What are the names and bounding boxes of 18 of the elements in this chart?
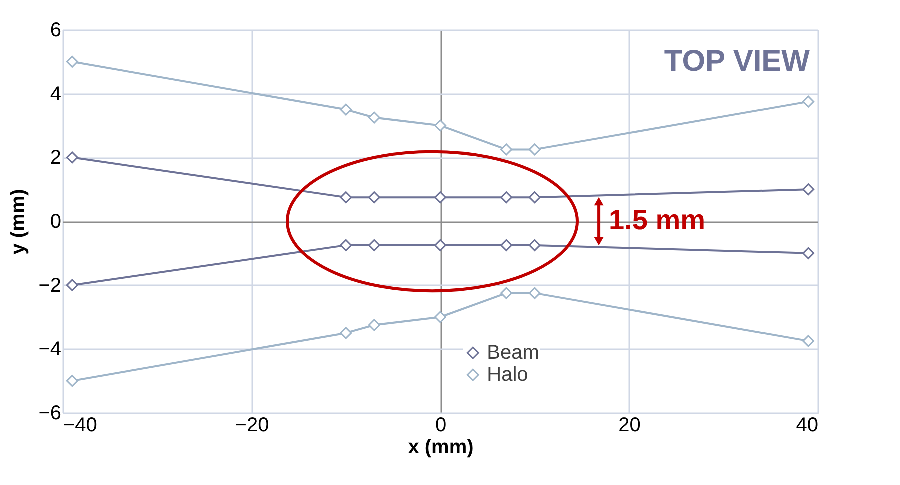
x-tick-label: −20	[235, 414, 270, 436]
x-tick-label: −40	[64, 414, 98, 436]
y-tick-label: −6	[38, 402, 62, 424]
y-tick-label: −4	[38, 338, 62, 361]
x-tick-label: 20	[618, 414, 641, 436]
y-tick-label: 6	[50, 20, 62, 42]
y-tick-label: 2	[50, 147, 62, 170]
x-axis-title: x (mm)	[408, 436, 474, 458]
y-axis-title: y (mm)	[8, 189, 30, 255]
y-tick-label: 0	[50, 211, 62, 233]
x-tick-label: 40	[796, 414, 818, 436]
x-tick-label: 0	[435, 414, 447, 436]
legend-label: Beam	[487, 342, 540, 364]
legend-label: Halo	[487, 364, 528, 386]
annotation: TOP VIEW	[664, 45, 811, 78]
annotation: 1.5 mm	[609, 204, 706, 236]
y-tick-label: 4	[50, 83, 62, 106]
y-tick-label: −2	[38, 274, 62, 297]
